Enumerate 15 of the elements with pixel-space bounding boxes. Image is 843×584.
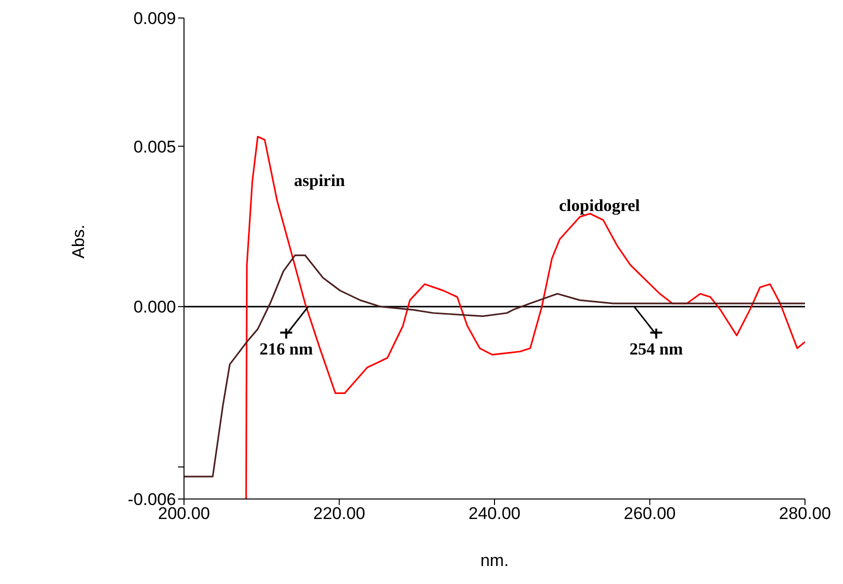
x-tick-label: 280.00 <box>779 504 831 524</box>
line-series <box>245 136 805 499</box>
x-tick-label: 260.00 <box>624 504 676 524</box>
y-axis-title: Abs. <box>69 224 88 258</box>
annotation: aspirin <box>294 171 346 190</box>
annotation: 254 nm <box>630 340 683 359</box>
y-tick-label: 0.009 <box>133 9 176 28</box>
annotation: 216 nm <box>260 340 313 359</box>
x-tick-label: 240.00 <box>468 504 520 524</box>
x-tick-label: 220.00 <box>313 504 366 524</box>
y-tick-label: 0.005 <box>133 137 176 156</box>
x-axis-title: nm. <box>480 551 509 570</box>
y-tick-label: 0.000 <box>133 298 176 317</box>
annotation: clopidogrel <box>559 196 640 215</box>
x-tick-label: 200.00 <box>158 504 210 524</box>
